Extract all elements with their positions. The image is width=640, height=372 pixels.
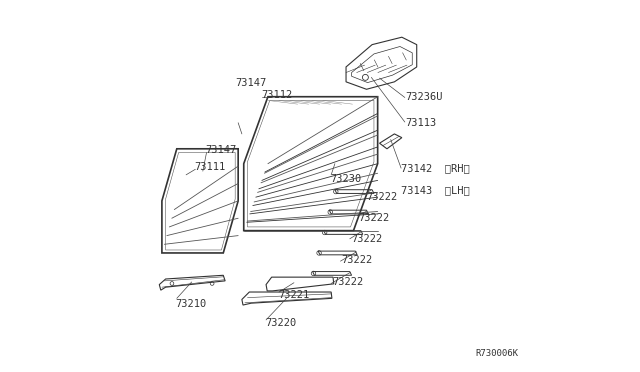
Text: 73222: 73222: [342, 255, 373, 264]
Text: R730006K: R730006K: [476, 349, 518, 358]
Text: 73222: 73222: [367, 192, 397, 202]
Text: 73220: 73220: [265, 318, 296, 327]
Text: 73147: 73147: [205, 145, 237, 154]
Text: 73111: 73111: [195, 162, 225, 171]
Text: 73236U: 73236U: [405, 93, 442, 102]
Text: 73221: 73221: [278, 290, 310, 299]
Text: 73222: 73222: [351, 234, 382, 244]
Text: 73210: 73210: [175, 299, 207, 309]
Text: 73113: 73113: [405, 118, 436, 128]
Text: 73230: 73230: [330, 174, 362, 184]
Text: 73142  〈RH〉: 73142 〈RH〉: [401, 163, 470, 173]
Text: 73147: 73147: [235, 78, 266, 87]
Text: 73222: 73222: [358, 214, 390, 223]
Text: 73112: 73112: [261, 90, 292, 100]
Text: 73222: 73222: [332, 277, 364, 286]
Text: 73143  〈LH〉: 73143 〈LH〉: [401, 186, 470, 195]
